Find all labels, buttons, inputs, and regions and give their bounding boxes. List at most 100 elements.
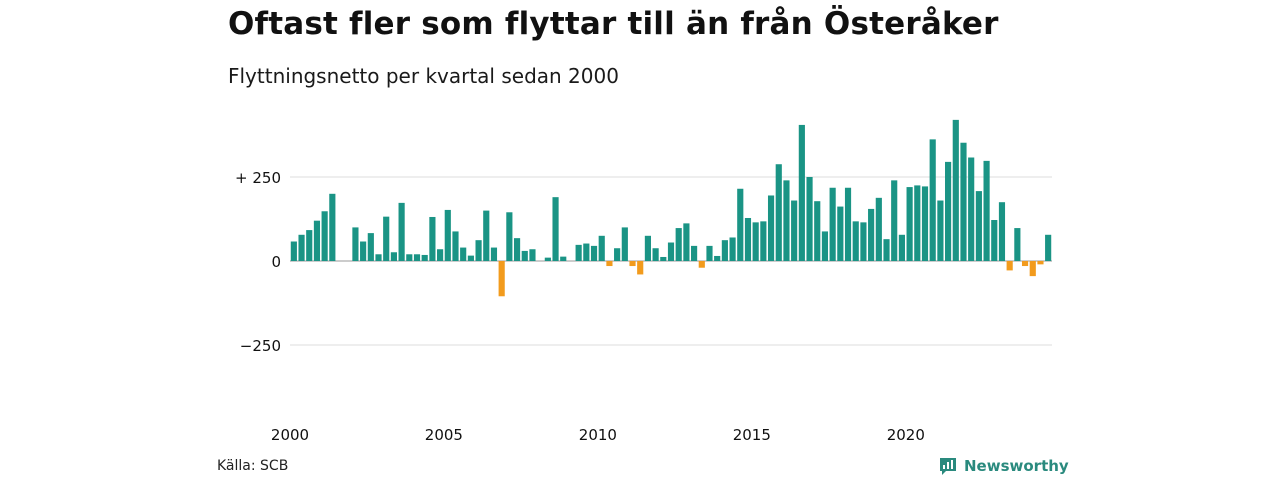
bar (614, 248, 621, 261)
bar (960, 142, 967, 261)
bar (298, 234, 305, 261)
bar (413, 254, 421, 261)
bar (329, 193, 336, 261)
bar (652, 248, 659, 261)
bar (437, 249, 444, 261)
x-tick-label: 2020 (887, 426, 925, 444)
source-label: Källa: SCB (217, 458, 289, 474)
bar (952, 119, 959, 261)
bar (844, 187, 852, 261)
chart-subtitle: Flyttningsnetto per kvartal sedan 2000 (228, 64, 619, 88)
bar (691, 245, 698, 261)
bar (806, 177, 813, 261)
bar (590, 245, 598, 261)
bar (914, 185, 921, 261)
x-tick-label: 2015 (733, 426, 771, 444)
brand-logo[interactable]: Newsworthy (938, 456, 1069, 476)
bar (352, 227, 359, 261)
bar (483, 210, 490, 261)
bar (575, 244, 582, 261)
bar (860, 222, 867, 261)
bar (452, 231, 459, 261)
bar (998, 202, 1006, 261)
bar (460, 247, 467, 261)
bar (852, 221, 859, 261)
bar (983, 160, 990, 261)
bar (991, 220, 998, 261)
bar (444, 209, 451, 261)
bar (390, 252, 397, 261)
bar (360, 241, 367, 261)
bar (621, 227, 628, 261)
chart-title: Oftast fler som flyttar till än från Öst… (228, 6, 999, 42)
bar (560, 256, 567, 261)
bar (775, 164, 782, 261)
bar (783, 180, 790, 261)
bar (313, 220, 321, 261)
bar (606, 261, 613, 267)
bar (1045, 234, 1052, 261)
bar (883, 239, 890, 261)
bar (1014, 228, 1021, 261)
x-tick-label: 2000 (271, 426, 309, 444)
bar (583, 243, 590, 261)
bar (714, 255, 721, 261)
bar (729, 237, 736, 261)
bar (306, 230, 313, 261)
bar (975, 191, 982, 261)
bar (1037, 261, 1044, 265)
bar (406, 254, 413, 261)
bar (698, 261, 705, 268)
bar (945, 161, 952, 261)
bar (906, 187, 913, 261)
bar (475, 240, 482, 261)
bar (898, 234, 905, 261)
newsworthy-icon (940, 458, 956, 475)
brand-name: Newsworthy (964, 457, 1069, 475)
bar (929, 139, 936, 261)
x-tick-label: 2005 (425, 426, 463, 444)
bar (660, 256, 667, 261)
bar (937, 200, 944, 261)
bar (644, 235, 651, 261)
bar (375, 254, 382, 261)
bar (868, 208, 875, 261)
bar (290, 241, 297, 261)
bar (529, 249, 536, 261)
bar (1021, 261, 1029, 267)
y-tick-label: 0 (271, 253, 281, 271)
bar (490, 247, 498, 261)
bar (706, 245, 713, 261)
bar (737, 188, 744, 261)
bar (383, 216, 390, 261)
bar (798, 124, 805, 261)
bar (791, 200, 798, 261)
bar (421, 254, 428, 261)
bar (891, 180, 898, 261)
y-tick-label: −250 (240, 337, 281, 355)
bar (552, 197, 559, 261)
bar (429, 216, 436, 261)
bar (744, 217, 752, 261)
bar (467, 255, 474, 261)
bar (506, 212, 513, 261)
bar (760, 221, 767, 261)
bar (675, 228, 682, 261)
bar (1006, 261, 1013, 271)
bar (683, 223, 690, 261)
bar (521, 250, 528, 261)
bar (513, 238, 521, 261)
bar (814, 201, 821, 261)
bar (921, 186, 929, 261)
bar (837, 206, 844, 261)
bar (767, 195, 775, 261)
bar (721, 240, 728, 261)
bar (629, 261, 636, 267)
y-tick-label: + 250 (235, 169, 281, 187)
bar (1029, 261, 1036, 277)
bar (752, 222, 759, 261)
bar (667, 242, 675, 261)
bar (637, 261, 644, 275)
bar (968, 157, 975, 261)
